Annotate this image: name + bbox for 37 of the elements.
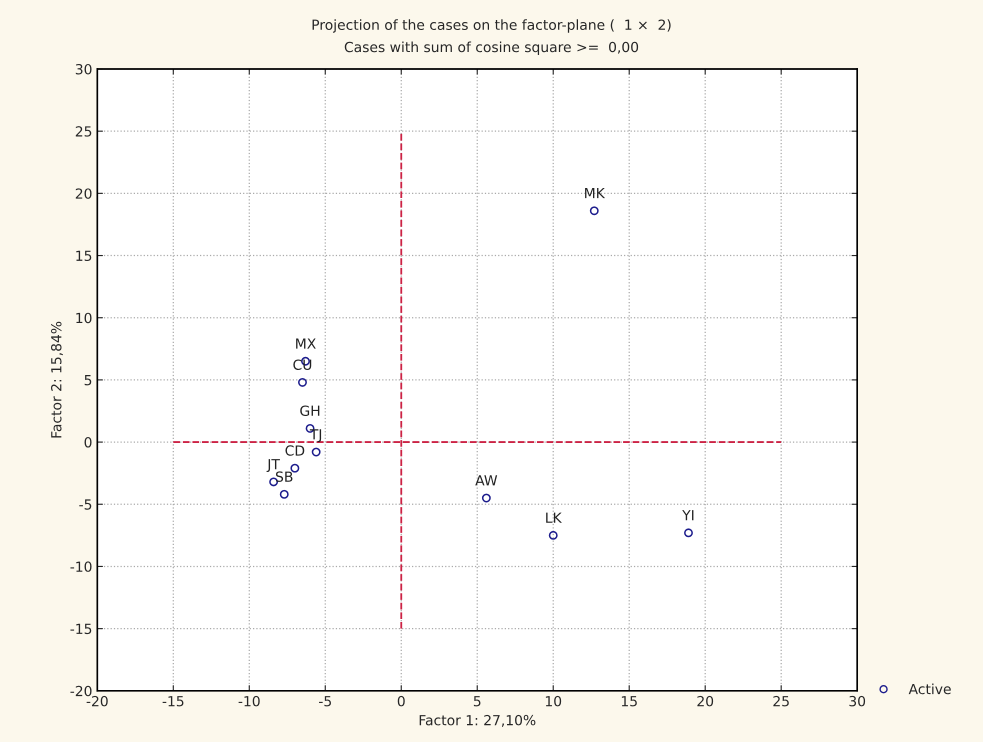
x-tick-label: 25 [773, 696, 789, 706]
annotation: SB [276, 471, 292, 482]
x-tick-label: -10 [238, 696, 260, 706]
annotation: MX [296, 338, 316, 349]
annotation: CD [285, 445, 304, 456]
y-tick-label: 5 [84, 375, 92, 386]
x-axis-title: Factor 1: 27,10% [420, 714, 536, 727]
x-tick-label: 30 [849, 696, 866, 706]
y-tick-label: 15 [76, 250, 92, 262]
annotation: GH [300, 405, 320, 416]
y-tick-label: 20 [76, 188, 92, 199]
legend-label: Active [908, 684, 951, 694]
x-tick-label: 0 [398, 696, 405, 706]
x-tick-label: -15 [162, 696, 184, 706]
y-tick-label: -15 [70, 624, 92, 634]
chart-subtitle: Cases with sum of cosine square >= 0,00 [344, 42, 638, 55]
y-tick-label: 0 [84, 437, 92, 448]
annotation: YI [682, 510, 694, 520]
y-tick-label: 30 [76, 64, 92, 74]
y-tick-label: -10 [70, 561, 92, 572]
annotation: JT [266, 459, 280, 472]
annotation: TJ [310, 429, 322, 442]
x-tick-label: -5 [319, 696, 331, 706]
annotation: AW [475, 475, 498, 486]
x-tick-label: 15 [622, 696, 637, 706]
annotation: LK [546, 512, 562, 523]
annotation: CU [293, 359, 312, 370]
y-axis-title: Factor 2: 15,84% [51, 322, 63, 438]
chart-title: Projection of the cases on the factor-plane ( 1 × 2) [312, 19, 671, 33]
x-tick-label: 20 [697, 696, 714, 706]
x-tick-label: 10 [546, 696, 562, 706]
x-tick-label: 5 [474, 696, 480, 706]
y-tick-label: 25 [76, 126, 92, 137]
y-tick-label: -5 [79, 499, 92, 510]
annotation: MK [585, 188, 606, 198]
y-tick-label: 10 [76, 312, 92, 324]
y-tick-label: -20 [70, 686, 92, 696]
